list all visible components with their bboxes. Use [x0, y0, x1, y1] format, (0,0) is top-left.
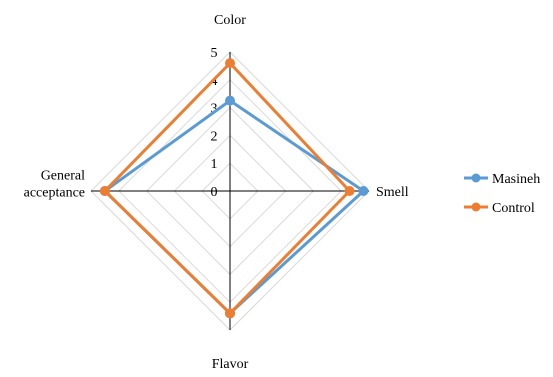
radar-category-labels: Color Smell Flavor General acceptance [24, 13, 409, 372]
tick-label-0: 0 [211, 185, 218, 200]
chart-legend: Masineh Control [464, 172, 540, 216]
tick-label-1: 1 [211, 157, 218, 172]
data-point-masineh-smell [358, 186, 369, 196]
data-point-control-general-acceptance [99, 186, 110, 196]
category-label-smell: Smell [376, 185, 409, 200]
radar-series [99, 58, 369, 319]
tick-label-5: 5 [211, 46, 218, 61]
category-label-general-acceptance: General acceptance [24, 169, 85, 201]
radar-axes [91, 52, 369, 330]
legend-label-masineh: Masineh [492, 172, 540, 187]
category-label-color: Color [214, 13, 246, 28]
category-label-flavor: Flavor [212, 357, 249, 372]
legend-swatch-marker-control [471, 202, 481, 212]
legend-swatch-marker-masineh [471, 173, 481, 183]
tick-label-2: 2 [211, 129, 218, 144]
data-point-masineh-color [225, 95, 235, 106]
data-point-control-smell [344, 186, 355, 196]
tick-label-3: 3 [211, 102, 218, 117]
data-point-control-color [225, 58, 235, 69]
legend-label-control: Control [492, 201, 535, 216]
data-point-control-flavor [225, 308, 235, 319]
